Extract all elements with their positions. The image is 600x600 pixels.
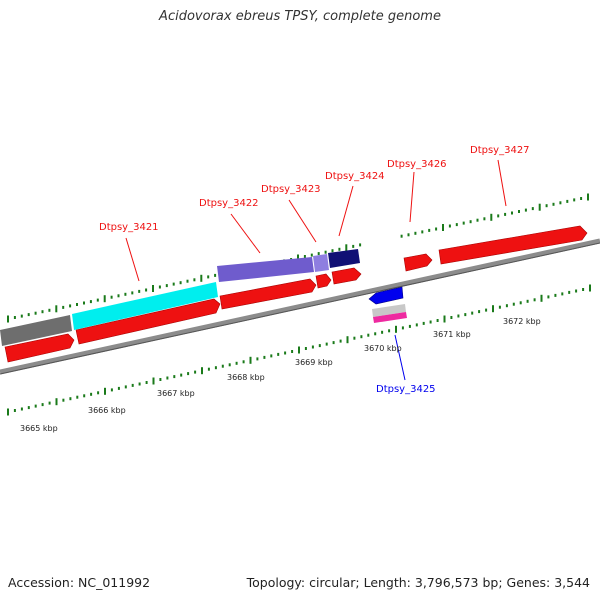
leader-dtpsy-3424 [338,185,354,237]
leader-dtpsy-3425 [394,334,406,381]
leader-dtpsy-3426 [409,171,415,223]
gene-arrow-dtpsy-3426 [403,253,433,272]
feature-navy [328,249,360,268]
accession-text: Accession: NC_011992 [8,575,151,590]
gene-arrow-dtpsy-3425 [368,286,404,305]
tick-row-upper [7,193,589,323]
scale-label: 3672 kbp [503,317,541,326]
label-leaders [125,159,507,381]
genome-summary: Topology: circular; Length: 3,796,573 bp… [246,575,590,590]
gene-arrow-dtpsy-3422 [219,278,317,310]
scale-label: 3667 kbp [157,389,195,398]
scale-label: 3670 kbp [364,344,402,353]
gene-label[interactable]: Dtpsy_3423 [261,184,321,195]
gene-arrow-dtpsy-3421 [75,298,221,345]
feature-silver [372,304,406,317]
gene-label[interactable]: Dtpsy_3422 [199,198,259,209]
feature-gray [0,315,72,346]
leader-dtpsy-3422 [230,213,261,254]
gene-label[interactable]: Dtpsy_3421 [99,222,159,233]
map-title: Acidovorax ebreus TPSY, complete genome [159,9,441,24]
gene-arrow-dtpsy-3427 [438,225,588,265]
feature-cyan [72,282,218,330]
gene-arrow-dtpsy-3423 [315,273,332,289]
gene-label[interactable]: Dtpsy_3426 [387,159,447,170]
scale-label: 3671 kbp [433,330,471,339]
feature-pink [373,312,407,323]
feature-purple [217,257,314,282]
leader-dtpsy-3423 [288,199,317,243]
feature-purple-light [313,254,329,272]
gene-label[interactable]: Dtpsy_3424 [325,171,385,182]
gene-arrow-dtpsy-3424 [331,267,362,285]
leader-dtpsy-3427 [497,159,507,207]
scale-label: 3668 kbp [227,373,265,382]
scale-label: 3665 kbp [20,424,58,433]
tick-row-lower [7,284,591,416]
genome-backbone-shade [0,242,600,375]
gene-label[interactable]: Dtpsy_3427 [470,145,530,156]
scale-label: 3669 kbp [295,358,333,367]
gene-label[interactable]: Dtpsy_3425 [376,384,436,395]
gene-arrow [4,333,75,363]
leader-dtpsy-3421 [125,237,140,282]
genome-backbone [0,238,600,375]
scale-label: 3666 kbp [88,406,126,415]
